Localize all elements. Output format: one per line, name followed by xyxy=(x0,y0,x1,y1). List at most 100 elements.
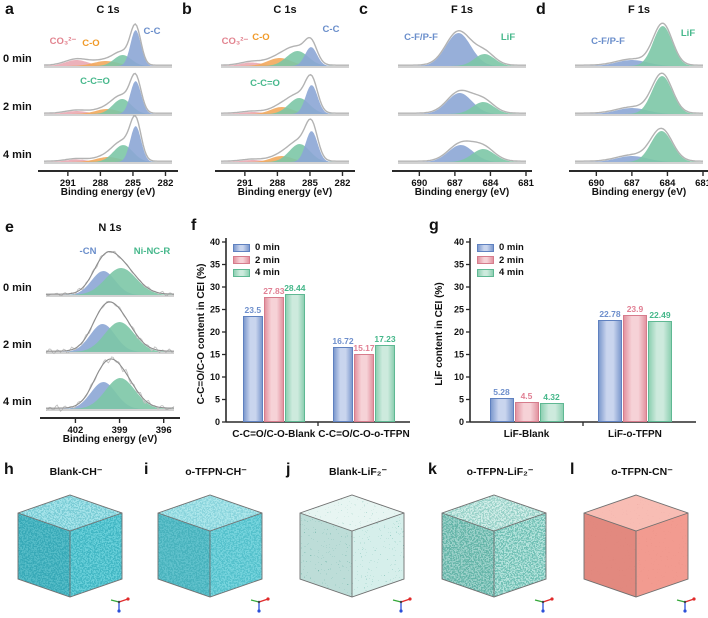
panel-c-f1s-blank: c F 1s C-F/P-F LiF 690 687 684 681 Binding energ… xyxy=(354,0,535,210)
spectrum-title: N 1s xyxy=(98,222,122,234)
legend-swatch xyxy=(477,268,494,277)
panel-e-n1s: e N 1s 0 min -CN Ni-NC-R 2 min 4 min 402 399 396 B… xyxy=(0,218,185,457)
panel-k-cube: k o-TFPN-LiF₂⁻ xyxy=(424,462,564,618)
x-axis: 402 399 396 xyxy=(40,417,180,436)
peak-label: C-C=O xyxy=(250,78,280,89)
xps-spectrum-row xyxy=(575,72,703,116)
panel-letter: i xyxy=(144,461,149,478)
peak-label: C-O xyxy=(252,32,269,43)
spectrum-title: F 1s xyxy=(627,4,650,16)
row-label: 4 min xyxy=(3,396,32,408)
x-tick-label: 396 xyxy=(156,425,172,436)
y-tick-label: 35 xyxy=(210,260,220,270)
axis-tripod-icon xyxy=(534,597,554,613)
bar-2min-1 xyxy=(354,353,374,422)
y-tick-label: 15 xyxy=(210,350,220,360)
bar-4min-0 xyxy=(284,294,305,422)
x-tick-label: 285 xyxy=(125,178,142,189)
panel-f-bar-chart: f C-C=O/C-O content in CEI (%) 0 5 10 15 20 25 3… xyxy=(186,218,422,460)
x-tick-label: 690 xyxy=(411,178,427,189)
x-tick-label: 399 xyxy=(112,425,128,436)
legend: 0 min 2 min 4 min xyxy=(477,243,524,281)
x-tick-label: 402 xyxy=(67,425,83,436)
x-axis-label: Binding energy (eV) xyxy=(414,187,510,198)
y-tick-label: 5 xyxy=(459,395,464,405)
bar-value-label: 4.32 xyxy=(543,391,560,402)
legend-item: 4 min xyxy=(477,268,524,278)
axis-tripod-icon xyxy=(676,597,696,613)
x-tick-label: 681 xyxy=(518,178,535,189)
peak-label: C-F/P-F xyxy=(404,32,438,43)
cube-title: o-TFPN-CH⁻ xyxy=(185,466,247,478)
bar-value-label: 27.83 xyxy=(263,285,285,296)
legend-label: 0 min xyxy=(255,242,280,253)
cube-title: Blank-LiF₂⁻ xyxy=(328,466,388,478)
xps-spectrum-row: C-F/P-F LiF xyxy=(398,29,526,68)
bar-value-label: 23.5 xyxy=(244,305,262,316)
bar-value-label: 15.17 xyxy=(353,342,375,353)
legend-swatch xyxy=(233,243,250,252)
x-tick-label: 681 xyxy=(695,178,708,189)
peak-label: C-O xyxy=(82,38,99,49)
y-tick-label: 0 xyxy=(215,417,220,427)
legend-label: 0 min xyxy=(499,242,524,253)
legend-swatch xyxy=(477,256,494,265)
x-axis: 690 687 684 681 xyxy=(569,170,708,189)
panel-letter: a xyxy=(5,1,14,18)
panel-letter: e xyxy=(5,219,14,236)
bar-2min-1 xyxy=(623,314,647,422)
y-tick-label: 15 xyxy=(454,350,464,360)
peak-label: CO₃²⁻ xyxy=(50,36,77,47)
x-tick-label: 684 xyxy=(483,178,500,189)
y-tick-label: 5 xyxy=(215,395,220,405)
bar-0min-0 xyxy=(489,398,514,422)
y-tick-label: 25 xyxy=(210,305,220,315)
x-tick-label: 288 xyxy=(269,178,285,189)
x-axis-label: Binding energy (eV) xyxy=(237,187,333,198)
panel-g-bar-chart: g LiF content in CEI (%) 0 5 10 15 20 25 30 35 40 5… xyxy=(424,218,708,460)
tof-sims-3d-cube xyxy=(583,494,689,598)
xps-spectrum-row xyxy=(45,356,175,412)
bar-4min-1 xyxy=(648,320,672,422)
x-tick-label: 291 xyxy=(60,178,77,189)
tof-sims-3d-cube xyxy=(299,494,405,598)
legend-swatch xyxy=(233,268,250,277)
category-label: C-C=O/C-O-Blank xyxy=(232,429,316,440)
peak-label: Ni-NC-R xyxy=(134,246,171,257)
legend-label: 4 min xyxy=(255,267,280,278)
category-label: C-C=O/C-O-o-TFPN xyxy=(318,429,410,440)
xps-spectrum-row: -CN Ni-NC-R xyxy=(45,246,175,297)
tof-sims-3d-cube xyxy=(157,494,263,598)
panel-h-cube: h Blank-CH⁻ xyxy=(0,462,140,618)
x-axis-label: Binding energy (eV) xyxy=(591,187,687,198)
bar-0min-0 xyxy=(242,316,263,423)
bar-value-label: 22.49 xyxy=(649,309,671,320)
legend-item: 0 min xyxy=(477,243,524,253)
bar-value-label: 5.28 xyxy=(493,387,510,398)
bar-2min-0 xyxy=(514,401,539,423)
xps-spectrum-row: CO₃²⁻ C-OC-C xyxy=(221,24,349,68)
panel-d-f1s-otfpn: d F 1s C-F/P-F LiF 690 687 684 681 Binding energ… xyxy=(531,0,708,210)
peak-label: C-F/P-F xyxy=(591,36,625,47)
legend-item: 4 min xyxy=(233,268,280,278)
xps-spectrum-row: C-F/P-F LiF xyxy=(575,22,703,68)
bar-4min-1 xyxy=(375,344,395,422)
xps-spectrum-row: C-C=O xyxy=(43,72,172,116)
panel-letter: c xyxy=(359,1,368,18)
peak-label: C-C xyxy=(323,24,340,35)
xps-spectrum-row xyxy=(398,89,526,116)
panel-letter: k xyxy=(428,461,437,478)
xps-spectrum-row: CO₃²⁻ C-OC-C xyxy=(43,23,172,68)
y-tick-label: 25 xyxy=(454,305,464,315)
y-tick-label: 0 xyxy=(459,417,464,427)
bar-4min-0 xyxy=(539,402,564,422)
xps-spectrum-row xyxy=(398,140,526,164)
axis-tripod-icon xyxy=(392,597,412,613)
bar-0min-1 xyxy=(333,346,353,422)
x-axis: 690 687 684 681 xyxy=(392,170,535,189)
xps-spectrum-row xyxy=(575,127,703,164)
tof-sims-3d-cube xyxy=(441,494,547,598)
panel-letter: d xyxy=(536,1,546,18)
